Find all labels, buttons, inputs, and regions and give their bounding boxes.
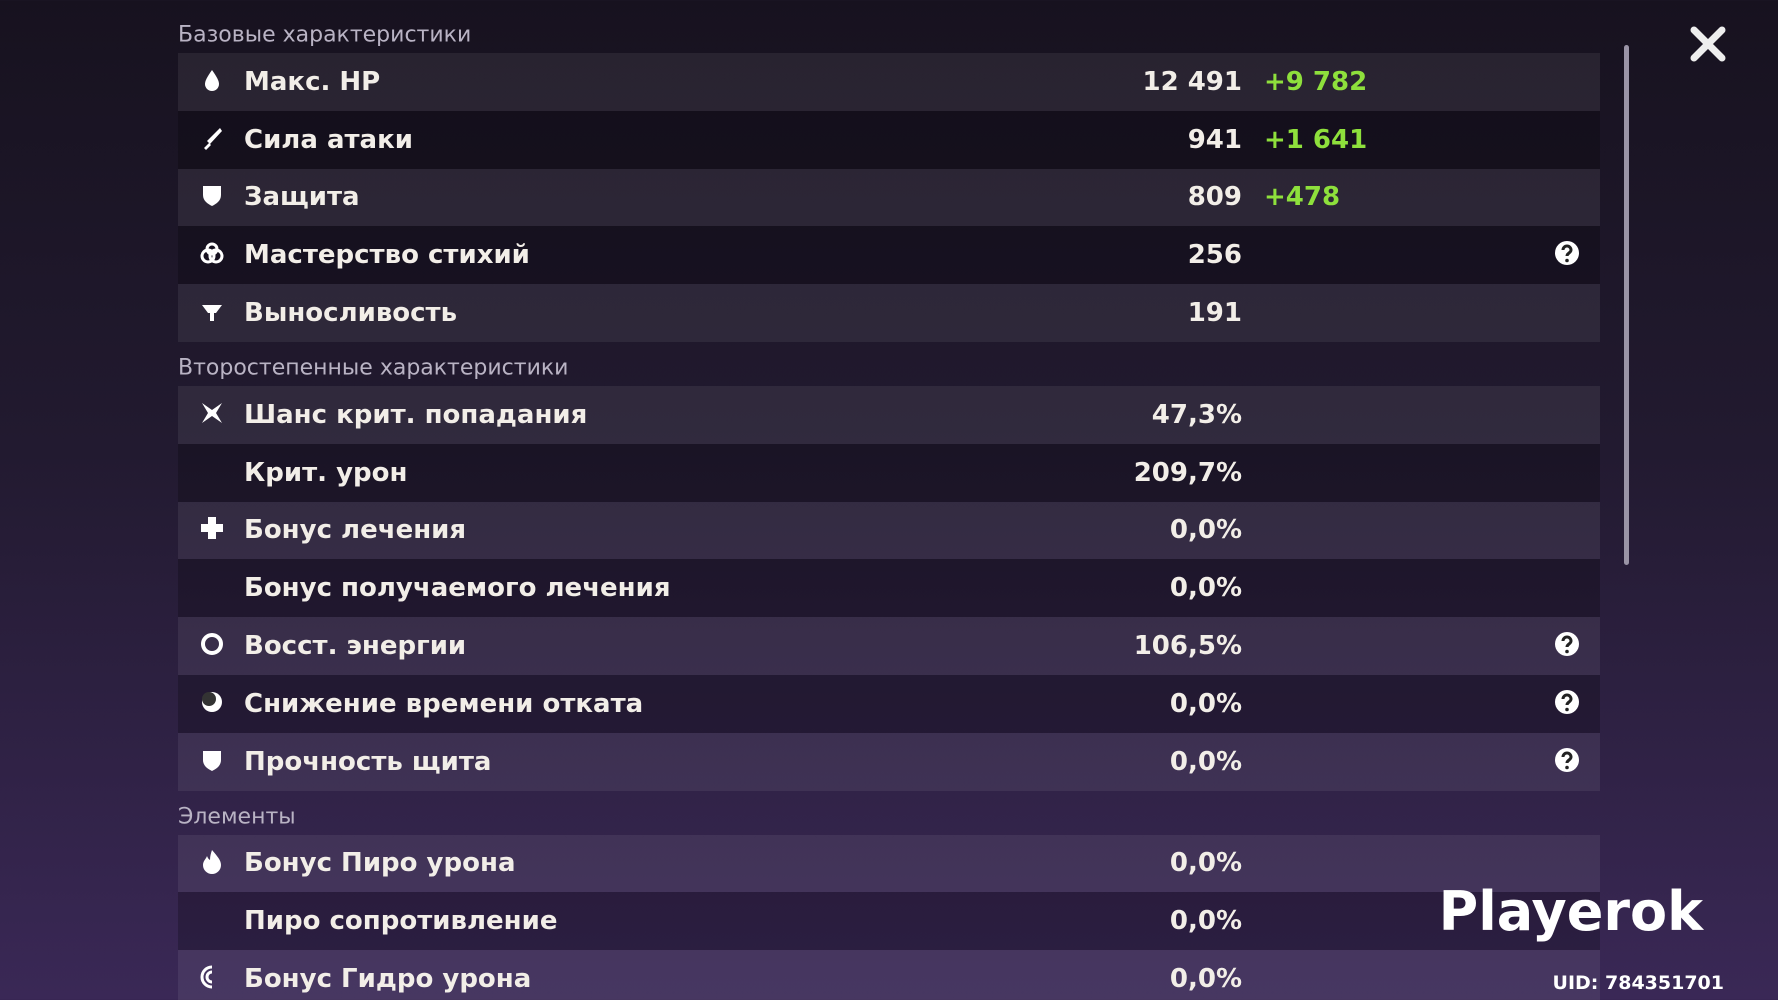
stat-value: 12 491 (1142, 66, 1242, 97)
stat-label: Шанс крит. попадания (244, 399, 588, 430)
stat-icon (198, 688, 226, 720)
stat-icon (198, 181, 226, 213)
stat-row: Сила атаки 941 +1 641 (178, 110, 1600, 169)
stat-icon (198, 514, 226, 546)
stat-value: 0,0% (1169, 515, 1242, 546)
stat-label: Бонус лечения (244, 515, 467, 546)
help-button[interactable] (1554, 689, 1580, 719)
stat-row: Пиро сопротивление 0,0% (178, 892, 1600, 951)
stat-icon (198, 124, 226, 156)
help-button[interactable] (1554, 747, 1580, 777)
stat-value: 0,0% (1169, 746, 1242, 777)
stat-icon (198, 630, 226, 662)
stat-label: Защита (244, 182, 360, 213)
stat-label: Пиро сопротивление (244, 906, 558, 937)
stat-row: Мастерство стихий 256 (178, 226, 1600, 285)
stat-bonus: +9 782 (1264, 66, 1368, 97)
stat-row: Защита 809 +478 (178, 168, 1600, 227)
uid: UID: 784351701 (1552, 972, 1724, 994)
stat-value: 106,5% (1133, 631, 1242, 662)
stat-label: Бонус Гидро урона (244, 964, 532, 995)
stat-label: Мастерство стихий (244, 240, 530, 271)
stat-row: Выносливость 191 (178, 284, 1600, 342)
close-button[interactable] (1688, 24, 1728, 64)
stat-bonus: +478 (1264, 182, 1341, 213)
stat-icon (198, 399, 226, 431)
stat-row: Бонус Пиро урона 0,0% (178, 834, 1600, 893)
help-button[interactable] (1554, 240, 1580, 270)
watermark: Playerok (1438, 880, 1703, 943)
stat-label: Бонус получаемого лечения (244, 573, 671, 604)
section-title: Базовые характеристики (178, 22, 472, 48)
stat-icon (198, 847, 226, 879)
stat-value: 256 (1187, 240, 1242, 271)
scrollbar[interactable] (1624, 45, 1629, 565)
stat-label: Крит. урон (244, 457, 408, 488)
stat-value: 191 (1187, 298, 1242, 329)
stat-value: 0,0% (1169, 964, 1242, 995)
stat-value: 941 (1187, 124, 1242, 155)
stat-value: 0,0% (1169, 688, 1242, 719)
stat-label: Сила атаки (244, 124, 413, 155)
stat-icon (198, 66, 226, 98)
stat-row: Восст. энергии 106,5% (178, 617, 1600, 675)
stat-row: Бонус лечения 0,0% (178, 501, 1600, 560)
stat-label: Прочность щита (244, 746, 492, 777)
stat-value: 0,0% (1169, 848, 1242, 879)
stat-value: 0,0% (1169, 906, 1242, 937)
stat-value: 47,3% (1151, 399, 1242, 430)
stat-row: Снижение времени отката 0,0% (178, 675, 1600, 733)
stat-value: 0,0% (1169, 573, 1242, 604)
stat-icon (198, 239, 226, 271)
stat-label: Бонус Пиро урона (244, 848, 516, 879)
stat-row: Макс. HP 12 491 +9 782 (178, 53, 1600, 111)
stat-label: Выносливость (244, 298, 458, 329)
section-title: Элементы (178, 804, 296, 830)
stat-icon (198, 963, 226, 995)
stat-row: Прочность щита 0,0% (178, 732, 1600, 791)
stat-value: 209,7% (1133, 457, 1242, 488)
stat-bonus: +1 641 (1264, 124, 1368, 155)
stat-value: 809 (1187, 182, 1242, 213)
section-title: Второстепенные характеристики (178, 355, 569, 381)
stat-label: Восст. энергии (244, 631, 467, 662)
stat-row: Бонус Гидро урона 0,0% (178, 950, 1600, 1000)
stat-icon (198, 297, 226, 329)
stat-row: Шанс крит. попадания 47,3% (178, 386, 1600, 444)
stat-icon (198, 746, 226, 778)
help-button[interactable] (1554, 631, 1580, 661)
stat-row: Бонус получаемого лечения 0,0% (178, 559, 1600, 618)
stat-row: Крит. урон 209,7% (178, 443, 1600, 502)
stat-label: Макс. HP (244, 66, 381, 97)
stat-label: Снижение времени отката (244, 688, 644, 719)
